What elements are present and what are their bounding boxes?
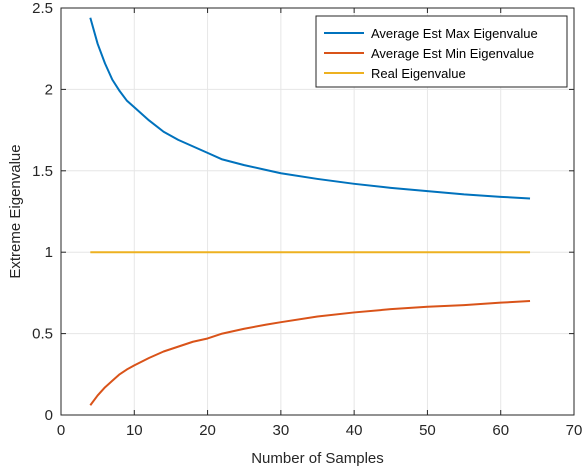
legend-label: Average Est Min Eigenvalue [371,46,534,61]
plot-lines [89,17,531,406]
x-tick-label: 0 [57,422,65,439]
y-tick-label: 1 [45,244,53,261]
series-line-1 [89,17,531,200]
x-tick-label: 10 [126,422,143,439]
y-tick-label: 2 [45,81,53,98]
y-tick-label: 1.5 [32,163,53,180]
x-tick-label: 30 [273,422,290,439]
x-tick-label: 40 [346,422,363,439]
x-tick-label: 70 [566,422,583,439]
series-line-2 [89,300,531,406]
x-tick-label: 20 [199,422,216,439]
legend-label: Real Eigenvalue [371,66,466,81]
legend-label: Average Est Max Eigenvalue [371,26,538,41]
legend-box [315,15,568,88]
y-tick-label: 0.5 [32,326,53,343]
x-axis-label: Number of Samples [251,450,384,467]
x-tick-label: 50 [419,422,436,439]
plot-frame [60,7,575,416]
ticks: 0 10 20 30 40 50 60 70 0 0.5 1 1.5 2 2.5 [32,0,582,439]
y-tick-label: 0 [45,407,53,424]
x-tick-label: 60 [492,422,509,439]
y-tick-label: 2.5 [32,0,53,17]
legend: Average Est Max Eigenvalue Average Est Mi… [315,15,568,88]
y-axis-label: Extreme Eigenvalue [7,144,24,278]
